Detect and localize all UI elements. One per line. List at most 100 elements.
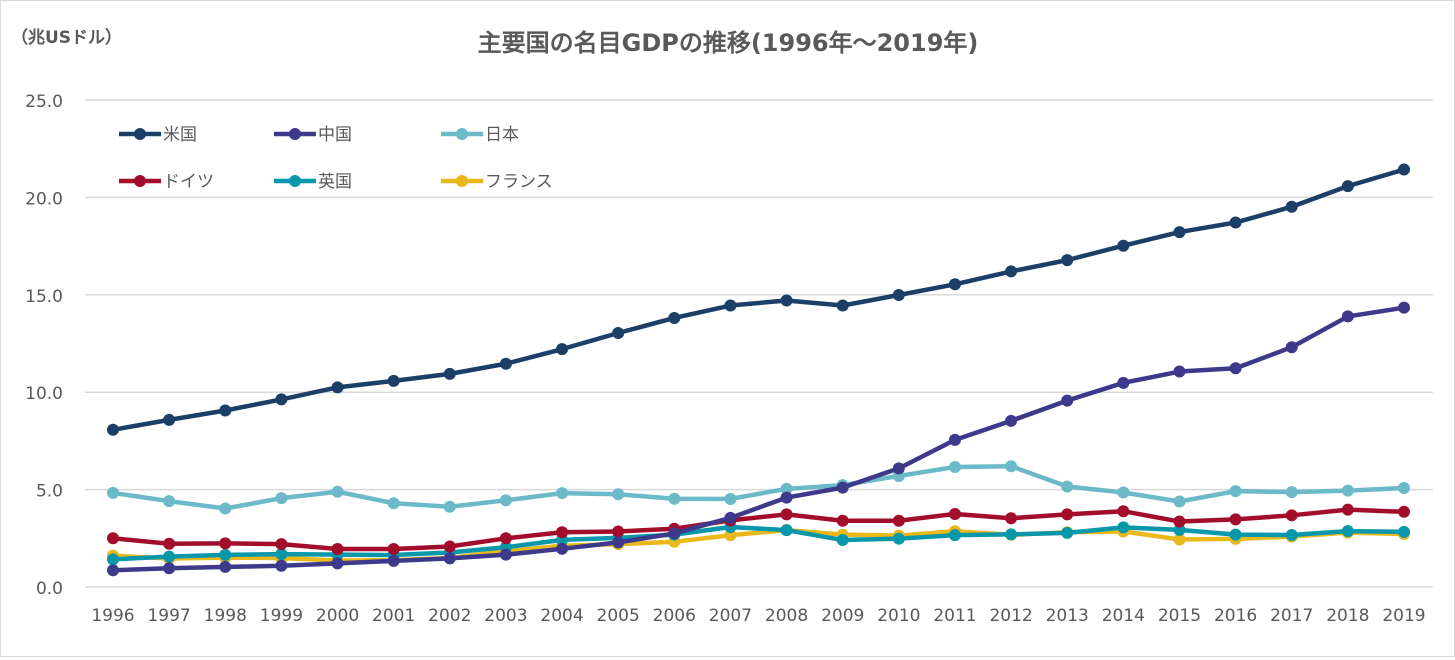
data-point (892, 514, 905, 527)
series-1 (107, 301, 1410, 577)
x-tick-label: 2009 (821, 606, 864, 626)
x-tick-label: 2016 (1214, 606, 1257, 626)
data-point (948, 529, 961, 542)
data-point (556, 542, 569, 555)
legend-marker (456, 175, 468, 187)
data-point (892, 532, 905, 545)
data-point (1005, 265, 1018, 278)
data-point (219, 548, 232, 561)
data-point (1173, 533, 1186, 546)
x-tick-label: 2014 (1102, 606, 1145, 626)
data-point (1005, 414, 1018, 427)
data-point (1229, 362, 1242, 375)
legend-item: フランス (441, 172, 553, 192)
data-point (219, 502, 232, 515)
data-point (163, 562, 176, 575)
x-tick-label: 2002 (428, 606, 471, 626)
data-point (331, 381, 344, 394)
data-point (443, 552, 456, 565)
x-tick-label: 1996 (91, 606, 134, 626)
data-point (387, 543, 400, 556)
data-point (275, 538, 288, 551)
legend-item: 中国 (274, 125, 352, 145)
legend-item: 米国 (119, 125, 197, 145)
data-point (1061, 480, 1074, 493)
data-point (780, 508, 793, 521)
data-point (1229, 528, 1242, 541)
legend-label: 米国 (163, 125, 197, 145)
legend-label: 中国 (318, 125, 352, 145)
x-tick-label: 2003 (484, 606, 527, 626)
x-tick-label: 2004 (540, 606, 583, 626)
series-line (112, 463, 1405, 511)
data-point (1398, 525, 1410, 538)
legend-marker (289, 175, 301, 187)
data-point (724, 299, 737, 312)
data-point (163, 537, 176, 550)
series-line (112, 305, 1405, 573)
data-point (1341, 180, 1354, 193)
data-point (107, 423, 119, 436)
data-point (275, 393, 288, 406)
series-line (112, 167, 1405, 433)
series-0 (107, 163, 1410, 436)
legend-label: 日本 (485, 125, 519, 145)
series-line (112, 507, 1405, 552)
y-tick-label: 0.0 (36, 579, 63, 599)
data-point (1285, 486, 1298, 499)
data-point (948, 461, 961, 474)
legend-marker (456, 128, 468, 140)
data-point (1285, 341, 1298, 354)
x-tick-label: 2017 (1270, 606, 1313, 626)
y-tick-label: 25.0 (25, 92, 63, 112)
x-tick-label: 2005 (597, 606, 640, 626)
data-point (1229, 513, 1242, 526)
data-point (780, 482, 793, 495)
data-point (1173, 495, 1186, 508)
data-point (668, 492, 681, 505)
data-point (1398, 482, 1410, 495)
data-point (163, 550, 176, 563)
x-tick-label: 2006 (653, 606, 696, 626)
data-point (107, 553, 119, 566)
data-point (387, 374, 400, 387)
data-point (1005, 528, 1018, 541)
data-point (780, 524, 793, 537)
legend-item: ドイツ (119, 172, 214, 192)
data-point (612, 326, 625, 339)
data-point (499, 357, 512, 370)
data-point (499, 494, 512, 507)
data-point (668, 527, 681, 540)
data-point (219, 560, 232, 573)
data-point (1117, 505, 1130, 518)
data-point (1229, 216, 1242, 229)
x-tick-label: 2008 (765, 606, 808, 626)
data-point (612, 536, 625, 549)
data-point (780, 491, 793, 504)
data-point (836, 299, 849, 312)
legend-label: フランス (485, 172, 553, 192)
data-point (443, 540, 456, 553)
data-point (1341, 484, 1354, 497)
x-tick-label: 2001 (372, 606, 415, 626)
data-point (1061, 394, 1074, 407)
data-point (1398, 505, 1410, 518)
legend-label: 英国 (318, 172, 352, 192)
data-point (1398, 301, 1410, 314)
data-point (275, 559, 288, 572)
data-point (1341, 525, 1354, 538)
data-point (275, 492, 288, 505)
data-point (556, 343, 569, 356)
data-point (1117, 239, 1130, 252)
x-tick-label: 2018 (1326, 606, 1369, 626)
data-point (331, 485, 344, 498)
series-line (112, 524, 1405, 562)
data-point (668, 311, 681, 324)
data-point (1285, 200, 1298, 213)
data-point (1005, 460, 1018, 473)
data-point (836, 514, 849, 527)
data-point (107, 486, 119, 499)
data-point (1117, 376, 1130, 389)
